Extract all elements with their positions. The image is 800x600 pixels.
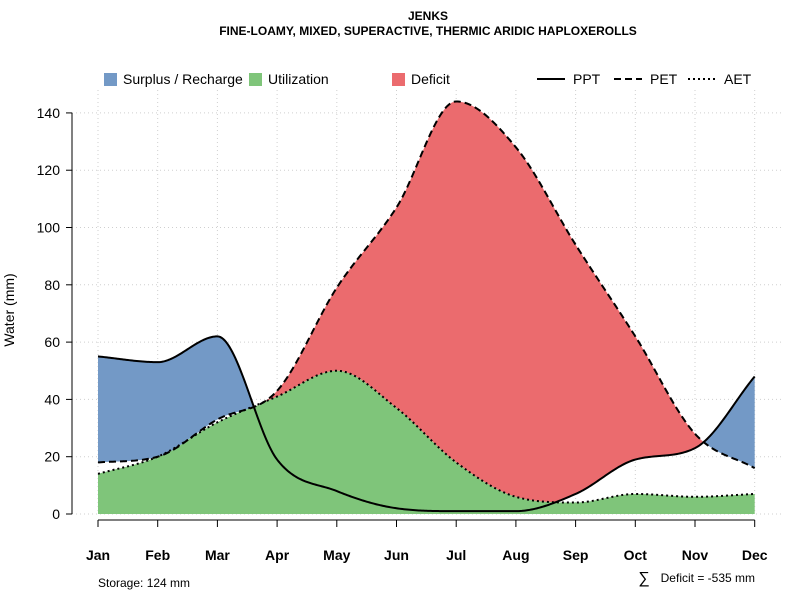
legend: Surplus / Recharge Utilization Deficit P… xyxy=(104,71,752,87)
y-tick-label: 20 xyxy=(44,449,60,465)
series-line-ppt xyxy=(97,335,756,513)
y-tick-label: 100 xyxy=(37,220,61,236)
chart-subtitle: FINE-LOAMY, MIXED, SUPERACTIVE, THERMIC … xyxy=(219,24,637,38)
area-fills xyxy=(98,101,755,514)
legend-label-deficit: Deficit xyxy=(411,71,450,87)
x-tick-label: Aug xyxy=(502,547,529,563)
x-tick-label: Oct xyxy=(624,547,648,563)
x-tick-label: May xyxy=(323,547,350,563)
x-tick-label: Jan xyxy=(86,547,110,563)
deficit-area xyxy=(98,101,755,503)
legend-swatch-surplus xyxy=(104,73,117,86)
x-tick-label: Dec xyxy=(742,547,768,563)
y-tick-label: 60 xyxy=(44,334,60,350)
legend-swatch-deficit xyxy=(392,73,405,86)
series-line-pet xyxy=(97,100,756,470)
legend-label-pet: PET xyxy=(650,71,678,87)
y-tick-label: 40 xyxy=(44,391,60,407)
y-tick-label: 80 xyxy=(44,277,60,293)
x-tick-label: Mar xyxy=(205,547,230,563)
y-tick-label: 0 xyxy=(52,506,60,522)
x-tick-label: Nov xyxy=(682,547,709,563)
surplus-area xyxy=(98,101,755,469)
deficit-note: Deficit = -535 mm xyxy=(661,571,755,585)
x-tick-label: Feb xyxy=(145,547,170,563)
legend-label-utilization: Utilization xyxy=(268,71,329,87)
legend-label-ppt: PPT xyxy=(573,71,601,87)
storage-note: Storage: 124 mm xyxy=(98,576,190,590)
y-tick-label: 120 xyxy=(37,162,61,178)
legend-label-aet: AET xyxy=(724,71,752,87)
deficit-sum-symbol: ∑ xyxy=(638,570,649,587)
x-tick-label: Sep xyxy=(563,547,589,563)
x-tick-label: Jun xyxy=(384,547,409,563)
legend-label-surplus: Surplus / Recharge xyxy=(123,71,243,87)
utilization-area xyxy=(98,370,755,514)
x-tick-label: Jul xyxy=(446,547,466,563)
series-lines xyxy=(97,100,756,513)
chart-title: JENKS xyxy=(408,9,448,23)
axes: 0 20 40 60 80 100 120 140 Jan Feb Mar Apr May Jun Jul A… xyxy=(37,105,768,563)
y-tick-label: 140 xyxy=(37,105,61,121)
legend-swatch-utilization xyxy=(249,73,262,86)
y-axis-label: Water (mm) xyxy=(1,273,17,346)
x-tick-label: Apr xyxy=(265,547,290,563)
